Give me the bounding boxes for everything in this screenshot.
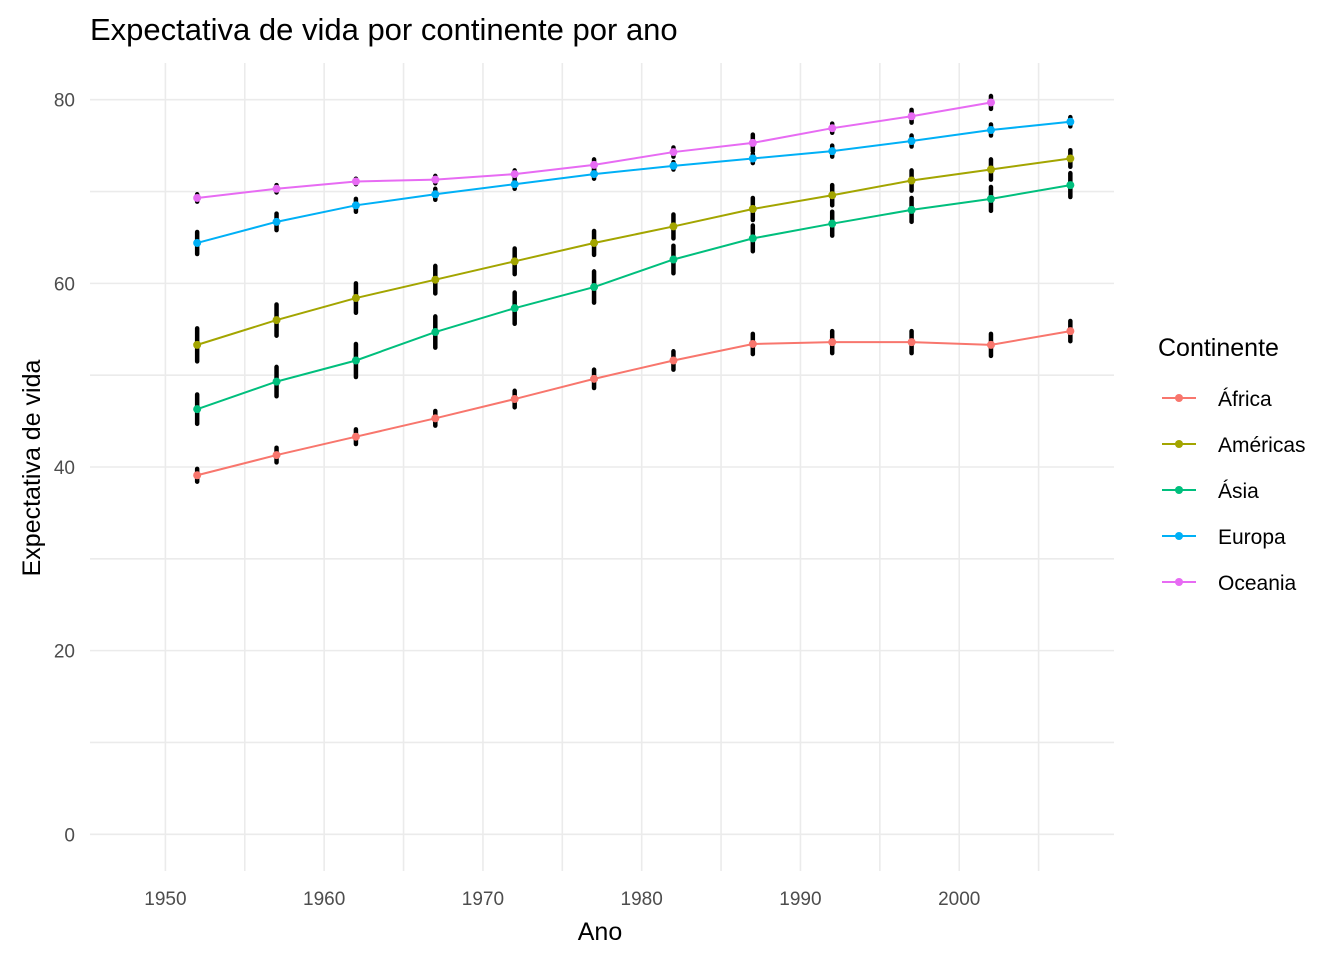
series-line [196, 120, 1071, 244]
data-point [272, 377, 281, 386]
x-tick-label: 1970 [462, 889, 504, 910]
data-point [351, 356, 360, 365]
data-point [986, 194, 995, 203]
series-line [196, 184, 1071, 411]
x-tick-label: 1950 [144, 889, 186, 910]
data-point [1066, 327, 1075, 336]
data-point [748, 234, 757, 243]
legend-key-point [1175, 394, 1183, 402]
data-point [1066, 181, 1075, 190]
data-point [272, 451, 281, 460]
data-point [351, 201, 360, 210]
data-point [828, 124, 837, 133]
data-point [669, 356, 678, 365]
legend-items: África Américas Ásia Europa Oceania [1162, 388, 1306, 595]
data-point [193, 340, 202, 349]
data-point [431, 190, 440, 199]
data-point [193, 238, 202, 247]
y-tick-label: 80 [54, 91, 75, 112]
data-point [986, 98, 995, 107]
data-point [510, 170, 519, 179]
data-point [590, 283, 599, 292]
data-point [272, 316, 281, 325]
data-point [986, 165, 995, 174]
series-line [197, 101, 992, 199]
data-point [590, 160, 599, 169]
legend-key-point [1175, 532, 1183, 540]
x-tick-label: 1990 [779, 889, 821, 910]
series-lines [193, 98, 1075, 480]
y-axis-ticks: 0 20 40 60 80 [54, 91, 75, 847]
data-point [907, 176, 916, 185]
data-point [590, 238, 599, 247]
data-point [590, 374, 599, 383]
legend-title: Continente [1158, 334, 1279, 362]
chart-title: Expectativa de vida por continente por a… [90, 12, 678, 47]
data-point [669, 161, 678, 170]
data-point [193, 193, 202, 202]
data-point [748, 138, 757, 147]
data-point [748, 154, 757, 163]
error-bars [194, 93, 1073, 484]
x-tick-label: 1980 [621, 889, 663, 910]
data-point [351, 432, 360, 441]
y-axis-title: Expectativa de vida [18, 360, 46, 577]
data-point [510, 257, 519, 266]
data-point [431, 175, 440, 184]
data-point [907, 137, 916, 146]
data-point [351, 177, 360, 186]
data-point [590, 170, 599, 179]
y-tick-label: 20 [54, 642, 75, 663]
data-point [748, 339, 757, 348]
legend-label: Oceania [1218, 572, 1297, 595]
data-point [431, 275, 440, 284]
data-point [669, 255, 678, 264]
x-tick-label: 1960 [303, 889, 345, 910]
data-point [431, 328, 440, 337]
y-tick-label: 0 [64, 825, 75, 846]
data-point [193, 405, 202, 414]
data-point [669, 148, 678, 157]
data-point [510, 395, 519, 404]
data-point [193, 471, 202, 480]
data-point [1066, 154, 1075, 163]
grid [90, 63, 1114, 871]
data-point [828, 191, 837, 200]
legend-label: Américas [1218, 434, 1306, 457]
x-tick-label: 2000 [938, 889, 980, 910]
data-point [986, 340, 995, 349]
legend: Continente África Américas Ásia Europa Ocean… [1158, 334, 1306, 595]
y-tick-label: 60 [54, 274, 75, 295]
data-point [669, 222, 678, 231]
data-point [510, 304, 519, 313]
data-point [828, 338, 837, 347]
data-point [907, 338, 916, 347]
legend-label: África [1218, 388, 1272, 411]
data-point [907, 112, 916, 121]
y-tick-label: 40 [54, 458, 75, 479]
data-point [272, 217, 281, 226]
data-point [828, 147, 837, 156]
legend-key-point [1175, 578, 1183, 586]
data-point [1066, 117, 1075, 126]
series-line [196, 157, 1071, 346]
data-point [272, 184, 281, 193]
x-axis-ticks: 1950 1960 1970 1980 1990 2000 [144, 889, 980, 910]
legend-key-point [1175, 486, 1183, 494]
series-line [196, 330, 1071, 477]
legend-label: Europa [1218, 526, 1286, 549]
data-point [907, 205, 916, 214]
data-point [431, 414, 440, 423]
x-axis-title: Ano [578, 918, 622, 946]
legend-key-point [1175, 440, 1183, 448]
data-point [510, 180, 519, 189]
data-point [828, 219, 837, 228]
legend-label: Ásia [1218, 480, 1259, 503]
data-point [748, 204, 757, 213]
data-point [986, 126, 995, 135]
data-point [351, 294, 360, 303]
